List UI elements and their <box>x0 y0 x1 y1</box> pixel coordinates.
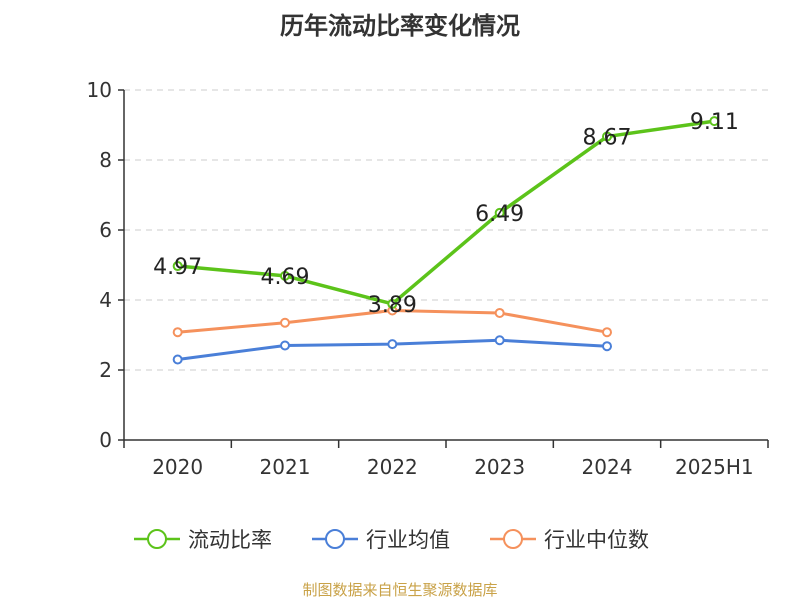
y-tick-label: 4 <box>99 288 112 312</box>
data-point <box>387 339 398 350</box>
data-point <box>494 335 505 346</box>
data-point <box>172 354 183 365</box>
data-label: 4.97 <box>153 255 202 280</box>
y-tick-label: 0 <box>99 428 112 452</box>
legend-marker-green-icon <box>134 529 180 549</box>
data-point <box>494 207 505 218</box>
data-point <box>172 261 183 272</box>
y-tick-label: 2 <box>99 358 112 382</box>
data-label: 4.69 <box>261 265 310 290</box>
data-point <box>602 327 612 338</box>
legend-marker-blue-icon <box>312 529 358 549</box>
legend-label: 流动比率 <box>188 528 272 552</box>
data-point <box>387 298 398 309</box>
data-point <box>602 131 612 142</box>
data-point <box>172 327 183 338</box>
legend-item-current-ratio[interactable]: 流动比率 <box>134 519 272 559</box>
x-tick-label: 2021 <box>260 455 311 479</box>
chart-title: 历年流动比率变化情况 <box>280 12 520 40</box>
data-label: 8.67 <box>583 126 632 151</box>
legend-item-industry-median[interactable]: 行业中位数 <box>490 519 649 559</box>
x-tick-label: 2022 <box>367 455 418 479</box>
x-tick-label: 2024 <box>582 455 633 479</box>
x-tick-label: 2020 <box>152 455 203 479</box>
x-tick-label: 2025H1 <box>675 455 754 479</box>
legend-label: 行业均值 <box>366 528 450 552</box>
data-label: 6.49 <box>475 202 524 227</box>
data-label: 9.11 <box>690 110 739 135</box>
source-note: 制图数据来自恒生聚源数据库 <box>302 581 498 599</box>
legend-label: 行业中位数 <box>544 528 649 552</box>
x-tick-label: 2023 <box>474 455 525 479</box>
data-point <box>602 341 612 352</box>
data-point <box>280 270 290 281</box>
data-label: 3.89 <box>368 293 417 318</box>
y-tick-label: 6 <box>99 218 112 242</box>
data-point <box>280 317 290 328</box>
series-line <box>177 119 715 306</box>
data-point <box>494 307 505 318</box>
legend-item-industry-mean[interactable]: 行业均值 <box>312 519 450 559</box>
legend: 流动比率 行业均值 行业中位数 <box>0 519 800 559</box>
legend-marker-orange-icon <box>490 529 536 549</box>
data-point <box>280 340 290 351</box>
data-point <box>709 116 720 127</box>
y-tick-label: 10 <box>87 78 112 102</box>
y-tick-label: 8 <box>99 148 112 172</box>
